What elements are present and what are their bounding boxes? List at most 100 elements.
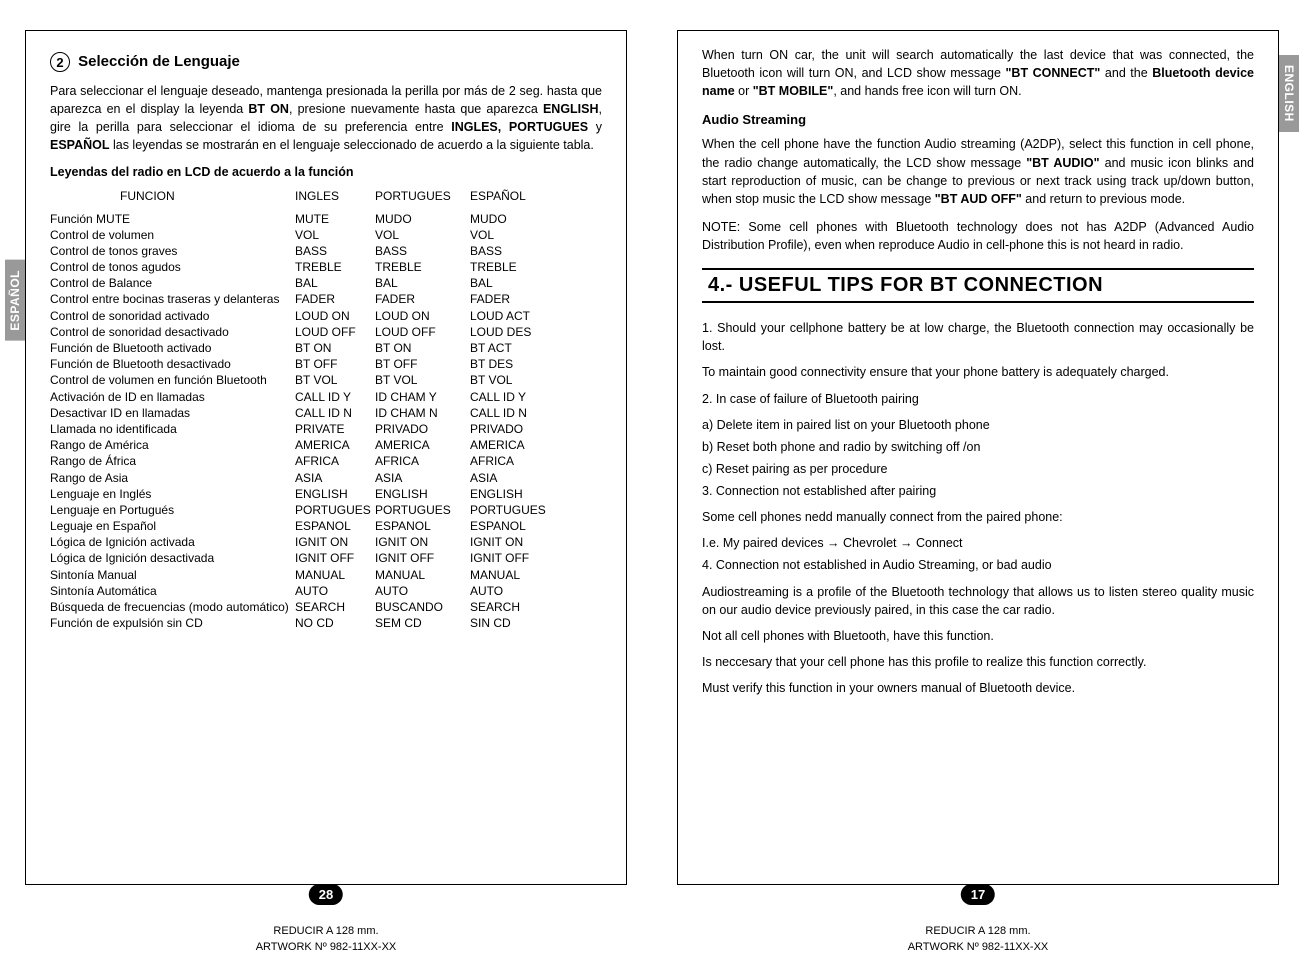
cell-ingles: TREBLE [295, 259, 375, 275]
cell-ingles: MUTE [295, 211, 375, 227]
cell-ingles: AUTO [295, 583, 375, 599]
left-page: ESPAÑOL 2 Selección de Lenguaje Para sel… [0, 0, 652, 973]
cell-ingles: BASS [295, 243, 375, 259]
cell-portugues: SEM CD [375, 615, 470, 631]
cell-portugues: BUSCANDO [375, 599, 470, 615]
cell-portugues: FADER [375, 291, 470, 307]
page-number-right: 17 [961, 884, 995, 905]
tip-line: Audiostreaming is a profile of the Bluet… [702, 583, 1254, 619]
cell-funcion: Llamada no identificada [50, 421, 295, 437]
table-row: Rango de AsiaASIAASIAASIA [50, 470, 602, 486]
cell-portugues: LOUD ON [375, 308, 470, 324]
cell-funcion: Sintonía Manual [50, 567, 295, 583]
cell-funcion: Control de volumen en función Bluetooth [50, 372, 295, 388]
header-espanol: ESPAÑOL [470, 189, 550, 203]
tip-line: Some cell phones nedd manually connect f… [702, 508, 1254, 526]
cell-portugues: TREBLE [375, 259, 470, 275]
cell-espanol: LOUD ACT [470, 308, 550, 324]
cell-espanol: IGNIT OFF [470, 550, 550, 566]
cell-ingles: VOL [295, 227, 375, 243]
tip-line: I.e. My paired devices → Chevrolet → Con… [702, 534, 1254, 552]
table-row: Rango de AméricaAMERICAAMERICAAMERICA [50, 437, 602, 453]
table-row: Sintonía ManualMANUALMANUALMANUAL [50, 567, 602, 583]
cell-funcion: Lógica de Ignición activada [50, 534, 295, 550]
tip-line: a) Delete item in paired list on your Bl… [702, 416, 1254, 434]
cell-espanol: FADER [470, 291, 550, 307]
cell-portugues: ASIA [375, 470, 470, 486]
bt-connect-paragraph: When turn ON car, the unit will search a… [702, 46, 1254, 100]
cell-funcion: Rango de Asia [50, 470, 295, 486]
cell-espanol: SIN CD [470, 615, 550, 631]
cell-ingles: BT OFF [295, 356, 375, 372]
cell-funcion: Control de tonos agudos [50, 259, 295, 275]
cell-espanol: CALL ID N [470, 405, 550, 421]
table-row: Control de tonos agudosTREBLETREBLETREBL… [50, 259, 602, 275]
cell-espanol: ASIA [470, 470, 550, 486]
table-row: Sintonía AutomáticaAUTOAUTOAUTO [50, 583, 602, 599]
cell-portugues: LOUD OFF [375, 324, 470, 340]
audio-streaming-paragraph: When the cell phone have the function Au… [702, 135, 1254, 208]
table-row: Desactivar ID en llamadasCALL ID NID CHA… [50, 405, 602, 421]
legend-title: Leyendas del radio en LCD de acuerdo a l… [50, 165, 602, 179]
cell-funcion: Función de expulsión sin CD [50, 615, 295, 631]
cell-portugues: ID CHAM Y [375, 389, 470, 405]
table-row: Control de sonoridad desactivadoLOUD OFF… [50, 324, 602, 340]
cell-ingles: IGNIT ON [295, 534, 375, 550]
table-row: Control entre bocinas traseras y delante… [50, 291, 602, 307]
section-4-heading: 4.- USEFUL TIPS FOR BT CONNECTION [702, 268, 1254, 303]
cell-espanol: BT ACT [470, 340, 550, 356]
cell-portugues: ID CHAM N [375, 405, 470, 421]
tip-line: Not all cell phones with Bluetooth, have… [702, 627, 1254, 645]
cell-espanol: VOL [470, 227, 550, 243]
cell-funcion: Rango de África [50, 453, 295, 469]
cell-portugues: MANUAL [375, 567, 470, 583]
cell-espanol: TREBLE [470, 259, 550, 275]
table-row: Control de volumen en función BluetoothB… [50, 372, 602, 388]
cell-espanol: MUDO [470, 211, 550, 227]
cell-ingles: BAL [295, 275, 375, 291]
tip-line: b) Reset both phone and radio by switchi… [702, 438, 1254, 456]
cell-funcion: Lenguaje en Inglés [50, 486, 295, 502]
table-row: Control de tonos gravesBASSBASSBASS [50, 243, 602, 259]
page-number-left: 28 [309, 884, 343, 905]
cell-ingles: ESPANOL [295, 518, 375, 534]
cell-funcion: Rango de América [50, 437, 295, 453]
table-row: Control de volumenVOLVOLVOL [50, 227, 602, 243]
cell-portugues: BT OFF [375, 356, 470, 372]
page-spread: ESPAÑOL 2 Selección de Lenguaje Para sel… [0, 0, 1304, 973]
cell-espanol: BT DES [470, 356, 550, 372]
cell-ingles: BT VOL [295, 372, 375, 388]
section-title-text: Selección de Lenguaje [78, 53, 240, 70]
table-body: Función MUTEMUTEMUDOMUDOControl de volum… [50, 211, 602, 632]
cell-portugues: PORTUGUES [375, 502, 470, 518]
cell-ingles: PORTUGUES [295, 502, 375, 518]
footer-line1: REDUCIR A 128 mm. [0, 924, 652, 939]
left-content-box: 2 Selección de Lenguaje Para seleccionar… [25, 30, 627, 885]
table-row: Rango de ÁfricaAFRICAAFRICAAFRICA [50, 453, 602, 469]
tip-line: 3. Connection not established after pair… [702, 482, 1254, 500]
cell-espanol: AMERICA [470, 437, 550, 453]
cell-funcion: Control de volumen [50, 227, 295, 243]
cell-portugues: AUTO [375, 583, 470, 599]
cell-espanol: ESPANOL [470, 518, 550, 534]
right-content-box: When turn ON car, the unit will search a… [677, 30, 1279, 885]
tips-container: 1. Should your cellphone battery be at l… [702, 319, 1254, 697]
table-row: Función MUTEMUTEMUDOMUDO [50, 211, 602, 227]
cell-ingles: FADER [295, 291, 375, 307]
footer-right: REDUCIR A 128 mm. ARTWORK Nº 982-11XX-XX [652, 924, 1304, 955]
cell-funcion: Lenguaje en Portugués [50, 502, 295, 518]
cell-funcion: Control de tonos graves [50, 243, 295, 259]
cell-espanol: AUTO [470, 583, 550, 599]
tip-line: c) Reset pairing as per procedure [702, 460, 1254, 478]
cell-ingles: BT ON [295, 340, 375, 356]
cell-funcion: Función de Bluetooth desactivado [50, 356, 295, 372]
cell-espanol: MANUAL [470, 567, 550, 583]
tip-line: 4. Connection not established in Audio S… [702, 556, 1254, 574]
cell-ingles: AMERICA [295, 437, 375, 453]
cell-portugues: BAL [375, 275, 470, 291]
cell-espanol: BT VOL [470, 372, 550, 388]
cell-funcion: Leguaje en Español [50, 518, 295, 534]
cell-portugues: IGNIT ON [375, 534, 470, 550]
cell-ingles: CALL ID N [295, 405, 375, 421]
right-page: ENGLISH When turn ON car, the unit will … [652, 0, 1304, 973]
